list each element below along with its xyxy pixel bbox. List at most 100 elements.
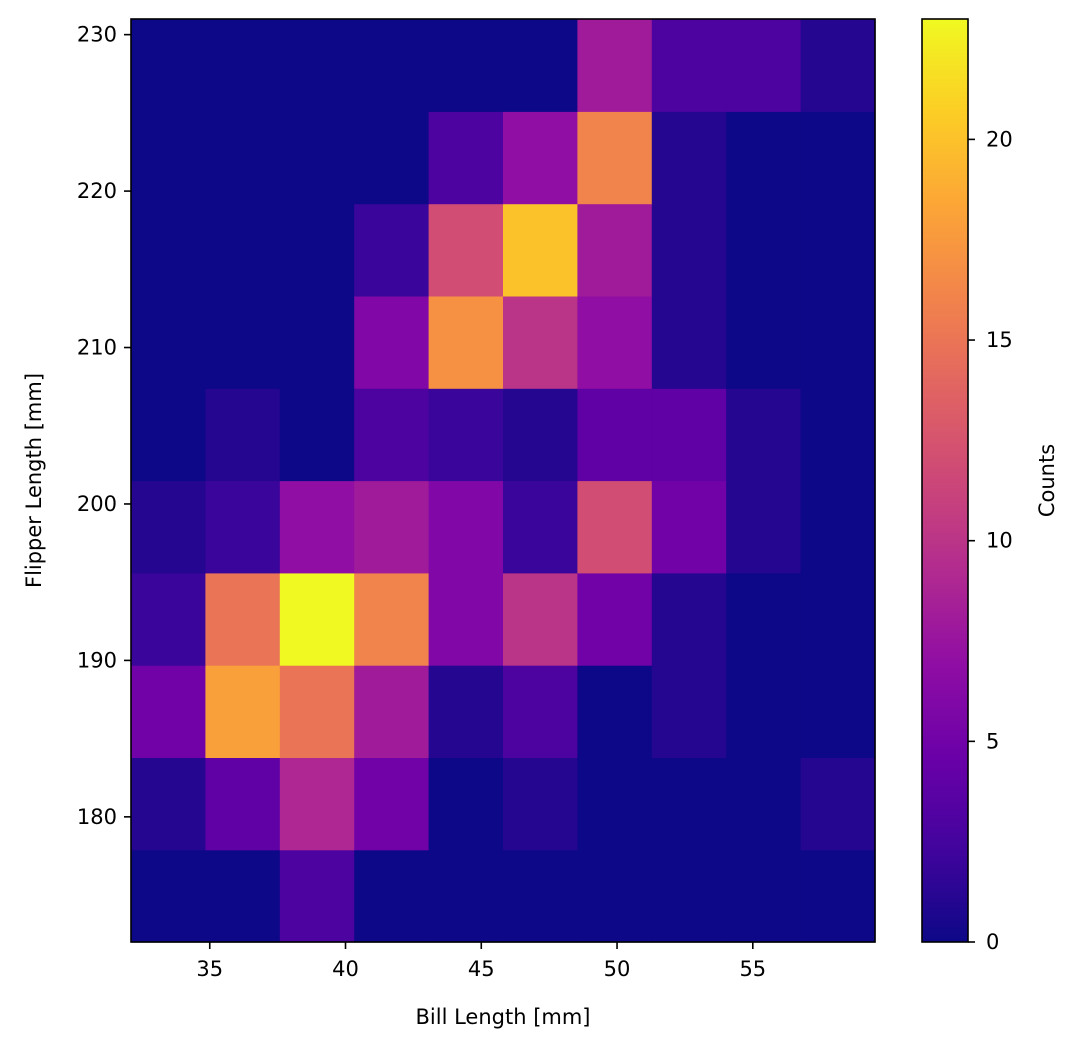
heatmap-cell: [279, 480, 355, 574]
heatmap-cell: [726, 295, 802, 389]
heatmap-cell: [428, 480, 504, 574]
heatmap-cell: [577, 295, 653, 389]
heatmap-cell: [354, 295, 430, 389]
heatmap-cell: [651, 111, 727, 205]
heatmap-cell: [354, 19, 430, 112]
x-tick-label: 45: [468, 957, 495, 981]
heatmap-cell: [205, 665, 281, 758]
heatmap-cell: [205, 295, 281, 389]
heatmap-cell: [131, 572, 206, 666]
heatmap-cell: [503, 388, 578, 482]
heatmap-cell: [577, 19, 653, 112]
heatmap-cell: [726, 19, 802, 112]
heatmap-cell: [577, 111, 653, 205]
heatmap-cell: [279, 665, 355, 758]
heatmap-cell: [800, 388, 876, 482]
heatmap-cell: [503, 19, 578, 112]
heatmap-cell: [279, 295, 355, 389]
heatmap-cells: [131, 19, 876, 943]
x-tick-label: 35: [196, 957, 223, 981]
heatmap-cell: [503, 757, 578, 851]
heatmap-cell: [726, 849, 802, 943]
heatmap-cell: [577, 572, 653, 666]
x-tick-label: 50: [604, 957, 631, 981]
heatmap-cell: [354, 388, 430, 482]
heatmap-cell: [279, 19, 355, 112]
heatmap-cell: [354, 111, 430, 205]
colorbar-axis: 0 5 10 15 20: [968, 127, 1013, 954]
heatmap-cell: [205, 849, 281, 943]
heatmap-cell: [205, 480, 281, 574]
heatmap-cell: [577, 665, 653, 758]
x-tick-label: 55: [739, 957, 766, 981]
heatmap-cell: [428, 665, 504, 758]
heatmap-cell: [651, 757, 727, 851]
heatmap-cell: [131, 19, 206, 112]
heatmap-cell: [131, 480, 206, 574]
heatmap-cell: [651, 388, 727, 482]
colorbar-tick-label: 0: [986, 930, 999, 954]
y-tick-label: 210: [77, 336, 117, 360]
heatmap-cell: [800, 111, 876, 205]
heatmap-cell: [800, 19, 876, 112]
x-axis: 35 40 45 50 55: [196, 942, 766, 981]
heatmap-cell: [279, 388, 355, 482]
heatmap-cell: [800, 757, 876, 851]
heatmap-cell: [800, 665, 876, 758]
y-axis: 180 190 200 210 220 230: [77, 23, 131, 829]
heatmap-cell: [131, 111, 206, 205]
heatmap-cell: [354, 665, 430, 758]
y-tick-label: 230: [77, 23, 117, 47]
heatmap-cell: [354, 480, 430, 574]
heatmap-cell: [428, 388, 504, 482]
y-tick-label: 200: [77, 492, 117, 516]
heatmap-cell: [800, 572, 876, 666]
heatmap-cell: [354, 572, 430, 666]
heatmap-cell: [577, 757, 653, 851]
colorbar: [921, 18, 969, 943]
heatmap-cell: [205, 111, 281, 205]
heatmap-cell: [428, 111, 504, 205]
heatmap-cell: [279, 203, 355, 297]
heatmap-cell: [800, 295, 876, 389]
heatmap-cell: [577, 480, 653, 574]
y-tick-label: 190: [77, 648, 117, 672]
heatmap-cell: [503, 480, 578, 574]
heatmap-cell: [651, 19, 727, 112]
heatmap-cell: [131, 665, 206, 758]
heatmap-cell: [503, 572, 578, 666]
y-tick-label: 180: [77, 805, 117, 829]
heatmap-cell: [354, 849, 430, 943]
heatmap-cell: [503, 295, 578, 389]
heatmap-cell: [651, 295, 727, 389]
heatmap-cell: [428, 757, 504, 851]
heatmap-cell: [354, 757, 430, 851]
x-tick-label: 40: [332, 957, 359, 981]
colorbar-tick-label: 5: [986, 729, 999, 753]
colorbar-label: Counts: [1035, 444, 1059, 517]
heatmap-cell: [726, 572, 802, 666]
heatmap-cell: [726, 665, 802, 758]
heatmap-cell: [503, 203, 578, 297]
heatmap-cell: [577, 388, 653, 482]
heatmap-cell: [651, 665, 727, 758]
heatmap-cell: [131, 849, 206, 943]
x-axis-label: Bill Length [mm]: [416, 1005, 591, 1029]
heatmap-cell: [354, 203, 430, 297]
heatmap-cell: [577, 849, 653, 943]
heatmap-cell: [428, 295, 504, 389]
heatmap-cell: [205, 757, 281, 851]
heatmap-cell: [651, 572, 727, 666]
heatmap-cell: [205, 19, 281, 112]
y-tick-label: 220: [77, 179, 117, 203]
heatmap-cell: [503, 665, 578, 758]
heatmap-cell: [279, 111, 355, 205]
heatmap-cell: [726, 203, 802, 297]
heatmap-cell: [428, 572, 504, 666]
heatmap-cell: [800, 480, 876, 574]
heatmap-cell: [800, 849, 876, 943]
heatmap-cell: [726, 111, 802, 205]
heatmap-cell: [131, 388, 206, 482]
heatmap-cell: [726, 480, 802, 574]
